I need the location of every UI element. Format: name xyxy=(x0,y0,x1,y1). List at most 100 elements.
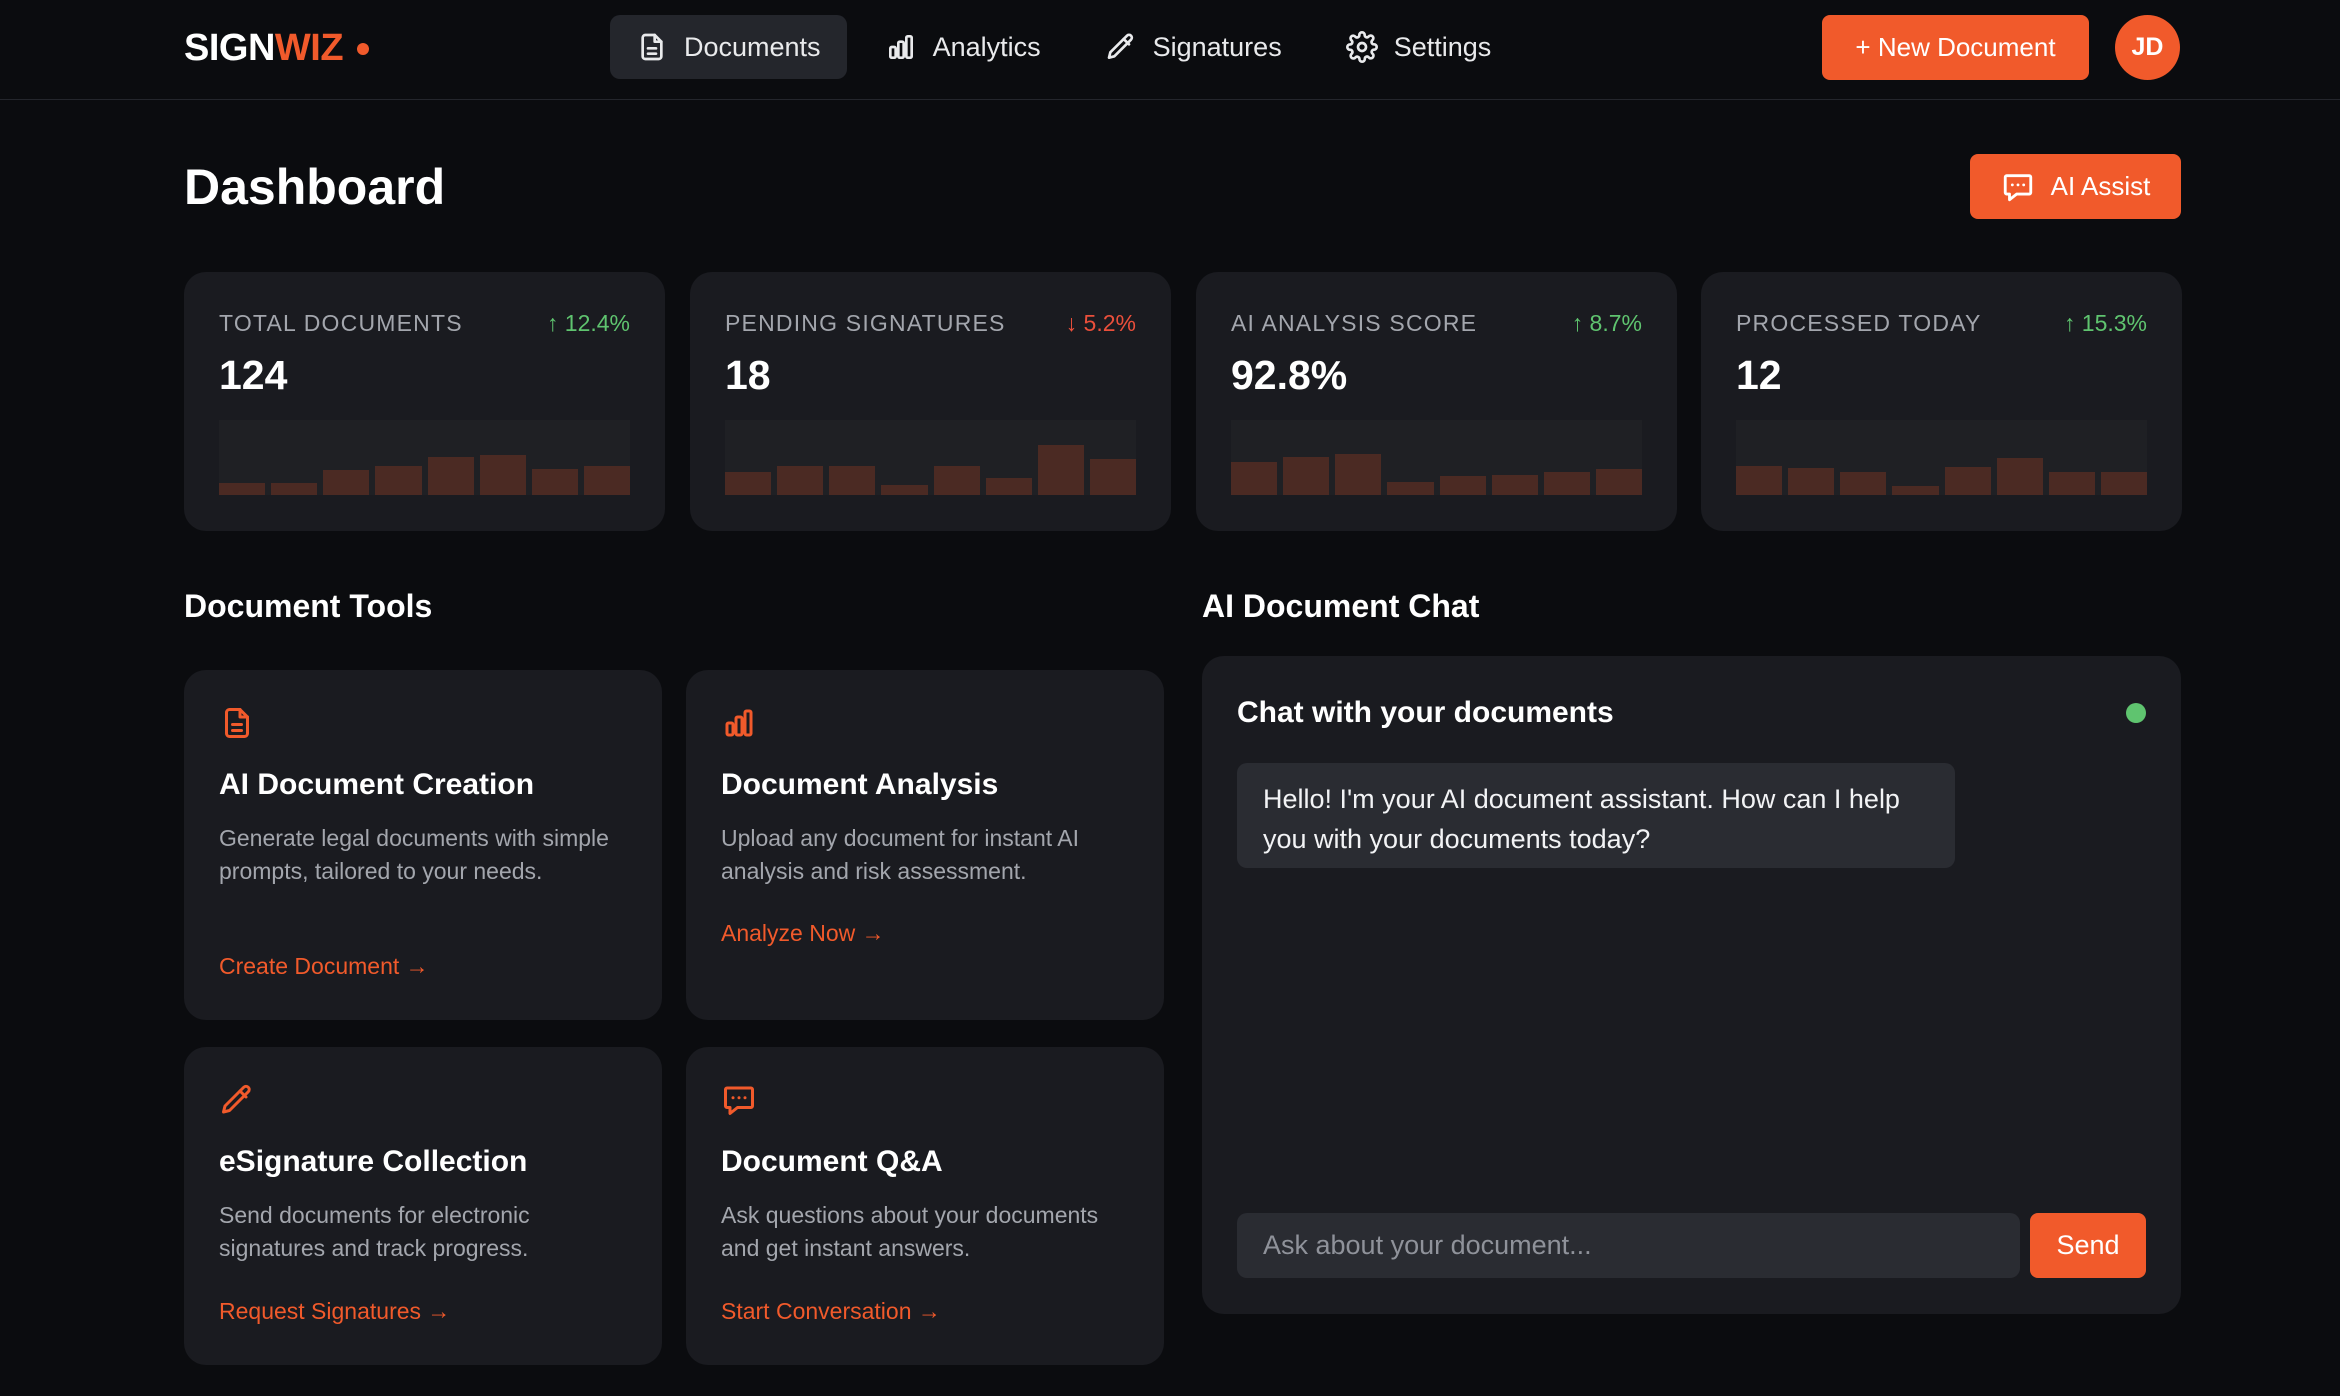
tool-title: Document Analysis xyxy=(721,768,999,801)
nav-item-label: Signatures xyxy=(1152,31,1282,62)
sparkline-bar xyxy=(1335,454,1382,495)
logo-text-wiz: WIZ xyxy=(274,26,344,69)
chat-panel-title: Chat with your documents xyxy=(1237,696,1614,729)
document-icon xyxy=(641,33,663,61)
sparkline-bar xyxy=(323,470,370,495)
ai-assist-button[interactable]: AI Assist xyxy=(1970,154,2181,219)
logo[interactable]: SIGN WIZ xyxy=(184,26,370,70)
tool-card-esignature-collection[interactable]: eSignature Collection Send documents for… xyxy=(184,1047,662,1365)
sparkline-bar xyxy=(985,478,1032,495)
sparkline-bar xyxy=(829,466,876,495)
sparkline-bar xyxy=(1283,457,1330,495)
pen-icon xyxy=(219,1082,255,1118)
nav-item-label: Analytics xyxy=(932,31,1041,62)
sparkline-bar xyxy=(2048,472,2095,495)
sparkline-bar xyxy=(1996,458,2043,495)
nav-item-label: Settings xyxy=(1393,31,1492,62)
chat-icon xyxy=(2003,173,2032,201)
sparkline-bar xyxy=(427,457,474,495)
stat-delta: ↑ 12.4% xyxy=(546,310,630,336)
main-nav: Documents Analytics Signatures Settings xyxy=(610,15,1517,79)
nav-item-signatures[interactable]: Signatures xyxy=(1079,15,1308,79)
sparkline-bar xyxy=(479,455,526,495)
tool-title: AI Document Creation xyxy=(219,768,535,801)
stat-value: 12 xyxy=(1736,352,1782,398)
sparkline-bar xyxy=(1788,468,1835,495)
stat-value: 18 xyxy=(725,352,771,398)
tool-description: Ask questions about your documents and g… xyxy=(721,1202,1099,1261)
tool-title: Document Q&A xyxy=(721,1145,943,1178)
nav-item-analytics[interactable]: Analytics xyxy=(859,15,1067,79)
logo-text-sign: SIGN xyxy=(184,26,275,69)
chat-icon xyxy=(721,1082,757,1118)
stat-value: 92.8% xyxy=(1231,352,1348,398)
sparkline-bar xyxy=(583,466,630,495)
sparkline-bar xyxy=(881,485,928,495)
bar-chart-icon xyxy=(888,35,913,59)
stat-sparkline xyxy=(1231,420,1642,495)
stat-card-processed-today: PROCESSED TODAY ↑ 15.3% 12 xyxy=(1701,272,2182,531)
sparkline-bar xyxy=(1491,475,1538,495)
stat-sparkline xyxy=(1736,420,2147,495)
stat-delta: ↑ 8.7% xyxy=(1571,310,1642,336)
ai-assist-label: AI Assist xyxy=(2050,171,2151,201)
page-title: Dashboard xyxy=(184,159,446,215)
tool-description: Send documents for electronic signatures… xyxy=(219,1202,530,1261)
sparkline-bar xyxy=(1736,466,1783,495)
tool-card-ai-document-creation[interactable]: AI Document Creation Generate legal docu… xyxy=(184,670,662,1020)
chat-input[interactable] xyxy=(1237,1213,2020,1278)
online-status-indicator xyxy=(2126,703,2146,723)
stat-card-total-documents: TOTAL DOCUMENTS ↑ 12.4% 124 xyxy=(184,272,665,531)
tool-card-document-analysis[interactable]: Document Analysis Upload any document fo… xyxy=(686,670,1164,1020)
send-button[interactable]: Send xyxy=(2030,1213,2146,1278)
top-navigation: SIGN WIZ Documents Analytics Signatures S… xyxy=(0,0,2340,100)
stat-label: AI ANALYSIS SCORE xyxy=(1231,310,1478,336)
sparkline-bar xyxy=(531,469,578,495)
assistant-message: Hello! I'm your AI document assistant. H… xyxy=(1237,763,1955,868)
analyze-now-link[interactable]: Analyze Now → xyxy=(721,920,885,946)
sparkline-bar xyxy=(1944,467,1991,495)
sparkline-bar xyxy=(777,466,824,495)
new-document-button[interactable]: + New Document xyxy=(1822,15,2089,80)
sparkline-bar xyxy=(1595,469,1642,495)
sparkline-bar xyxy=(219,483,266,495)
gear-icon xyxy=(1345,31,1378,63)
stat-label: TOTAL DOCUMENTS xyxy=(219,310,463,336)
tool-title: eSignature Collection xyxy=(219,1145,528,1178)
stat-card-pending-signatures: PENDING SIGNATURES ↓ 5.2% 18 xyxy=(690,272,1171,531)
sparkline-bar xyxy=(1387,482,1434,495)
sparkline-bar xyxy=(1543,472,1590,495)
stat-card-ai-analysis-score: AI ANALYSIS SCORE ↑ 8.7% 92.8% xyxy=(1196,272,1677,531)
sparkline-bar xyxy=(933,466,980,495)
sparkline-bar xyxy=(1840,472,1887,495)
sparkline-bar xyxy=(375,466,422,495)
bar-chart-icon xyxy=(721,705,757,741)
sparkline-bar xyxy=(1892,486,1939,495)
sparkline-bar xyxy=(271,483,318,495)
ai-document-chat-title: AI Document Chat xyxy=(1202,588,1480,624)
nav-item-settings[interactable]: Settings xyxy=(1320,15,1518,79)
document-icon xyxy=(219,705,255,741)
tool-description: Upload any document for instant AI analy… xyxy=(721,825,1079,884)
nav-item-documents[interactable]: Documents xyxy=(610,15,847,79)
document-tools-title: Document Tools xyxy=(184,588,433,624)
sparkline-bar xyxy=(1439,476,1486,495)
stat-delta: ↑ 15.3% xyxy=(2063,310,2147,336)
request-signatures-link[interactable]: Request Signatures → xyxy=(219,1298,451,1324)
nav-item-label: Documents xyxy=(684,31,821,62)
stat-sparkline xyxy=(725,420,1136,495)
stat-value: 124 xyxy=(219,352,288,398)
sparkline-bar xyxy=(725,472,772,495)
stat-sparkline xyxy=(219,420,630,495)
stat-label: PENDING SIGNATURES xyxy=(725,310,1006,336)
sparkline-bar xyxy=(2100,472,2147,495)
user-avatar[interactable]: JD xyxy=(2115,15,2180,80)
logo-dot xyxy=(357,43,370,55)
start-conversation-link[interactable]: Start Conversation → xyxy=(721,1298,941,1324)
sparkline-bar xyxy=(1089,459,1136,495)
chat-panel: Chat with your documents Hello! I'm your… xyxy=(1202,656,2181,1314)
create-document-link[interactable]: Create Document → xyxy=(219,953,429,979)
stat-label: PROCESSED TODAY xyxy=(1736,310,1982,336)
pen-icon xyxy=(1107,33,1133,59)
tool-card-document-qa[interactable]: Document Q&A Ask questions about your do… xyxy=(686,1047,1164,1365)
